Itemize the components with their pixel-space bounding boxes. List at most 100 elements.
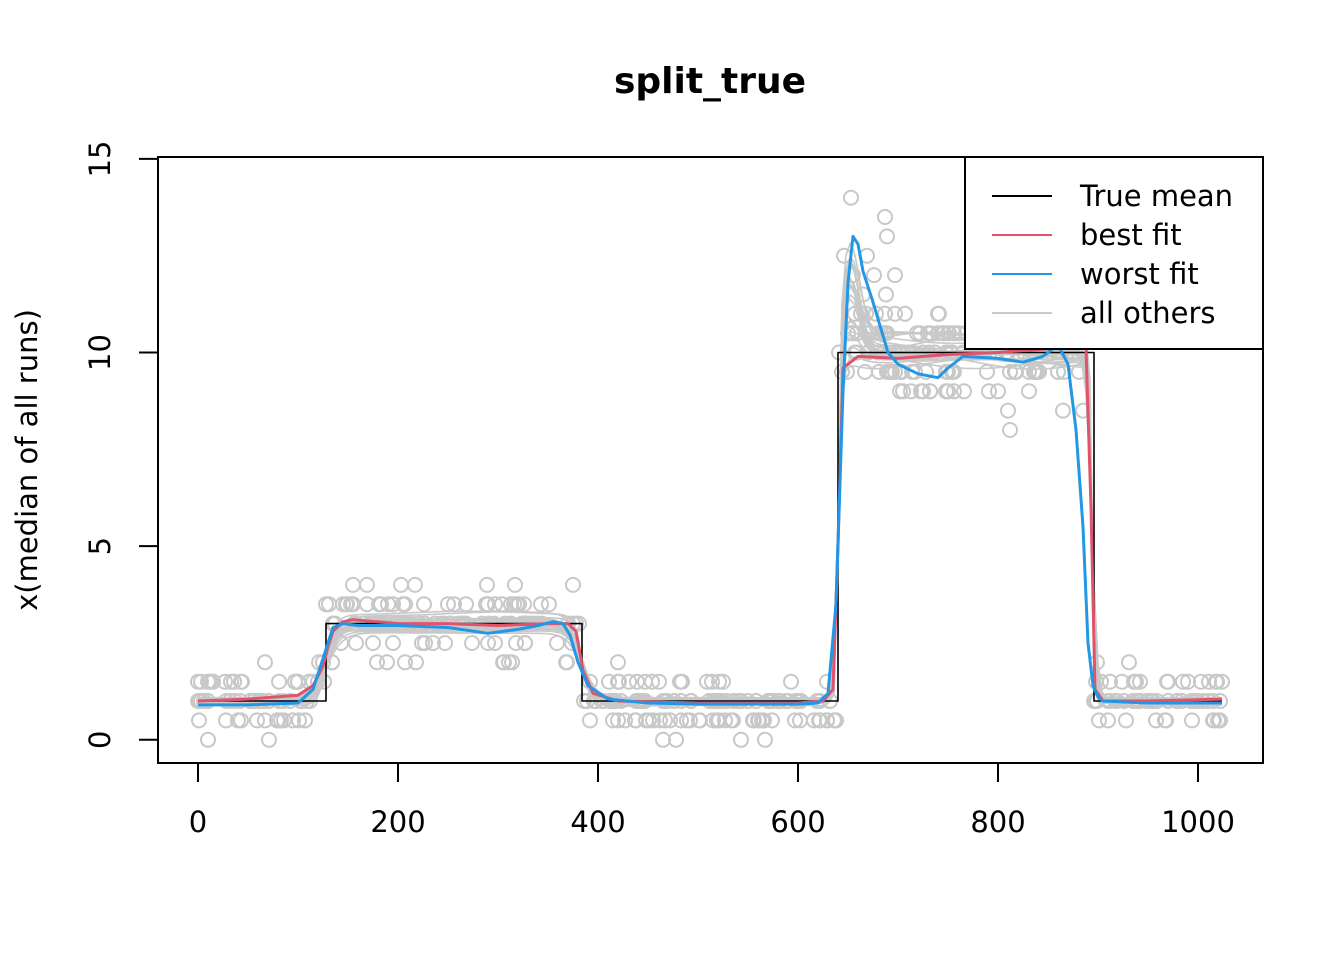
observation-point [621,673,637,690]
observation-point [918,363,934,380]
observation-point [715,673,731,690]
observation-point [291,712,307,729]
observation-point [756,712,772,729]
observation-point [541,596,557,613]
observation-point [1050,363,1066,380]
observation-point [887,363,903,380]
observation-point [318,596,334,613]
observation-point [458,596,474,613]
x-tick-label: 1000 [1161,805,1235,839]
observation-point [699,673,715,690]
observation-point [380,596,396,613]
y-axis-label: x(median of all runs) [10,309,44,611]
observation-point [1000,402,1016,419]
observation-point [565,576,581,593]
observation-point [1212,712,1228,729]
observation-point [230,712,246,729]
observation-point [783,673,799,690]
observation-point [946,325,962,342]
x-tick-label: 800 [970,805,1025,839]
observation-point [416,596,432,613]
observation-point [397,654,413,671]
observation-point [249,712,265,729]
observation-point [480,635,496,651]
observation-point [297,712,313,729]
observation-point [655,731,671,748]
observation-point [371,596,387,613]
observation-point [273,712,289,729]
observation-point [704,673,720,690]
observation-point [845,267,861,284]
observation-point [877,209,893,225]
observation-point [887,305,903,322]
worst-fit-line [198,234,1222,707]
legend-box [964,156,1264,350]
observation-point [290,673,306,690]
observation-point [369,654,385,671]
observation-point [746,712,762,729]
observation-point [193,673,209,690]
observation-point [1029,363,1045,380]
observation-point [558,654,574,671]
observation-point [1002,422,1018,438]
observation-point [605,712,621,729]
observation-point [930,325,946,342]
observation-point [981,383,997,400]
observation-point [1055,402,1071,419]
observation-point [938,363,954,380]
y-tick-label: 0 [83,731,117,749]
observation-point [895,383,911,400]
observation-point [610,673,626,690]
observation-point [705,712,721,729]
observation-point [397,596,413,613]
observation-point [517,635,533,651]
observation-point [979,363,995,380]
observation-point [1021,383,1037,400]
observation-point [913,383,929,400]
observation-point [379,654,395,671]
observation-point [1132,673,1148,690]
observation-point [849,325,865,342]
observation-point [487,635,503,651]
true-mean-line [198,351,1222,702]
observation-point [920,325,936,342]
y-axis: 0 5 10 15 [83,140,159,749]
observation-point [1118,712,1134,729]
x-tick-label: 600 [770,805,825,839]
observation-point [897,305,913,322]
observation-point [408,654,424,671]
observation-point [601,673,617,690]
observation-point [1160,673,1176,690]
observation-point [437,635,453,651]
observation-point [1091,712,1107,729]
observation-point [1075,402,1091,419]
observation-point [757,731,773,748]
observation-point [365,635,381,651]
observation-point [840,325,856,342]
observation-point [533,596,549,613]
y-tick-label: 15 [83,140,117,177]
y-tick-label: 5 [83,537,117,555]
observation-point [385,635,401,651]
observation-point [261,731,277,748]
observation-point [868,305,884,322]
observation-point [205,673,221,690]
observation-point [200,731,216,748]
observation-point [1209,673,1225,690]
observation-point [711,673,727,690]
observation-point [191,712,207,729]
observation-point [930,305,946,322]
observation-point [936,325,952,342]
observation-point [806,712,822,729]
observation-point [507,576,523,593]
legend-label: worst fit [1080,257,1199,291]
observation-point [733,731,749,748]
observation-point [938,383,954,400]
observation-point [682,712,698,729]
observation-point [638,712,654,729]
observation-point [480,596,496,613]
observation-point [1148,712,1164,729]
observation-point [1021,363,1037,380]
observation-point [843,189,859,206]
observation-point [750,712,766,729]
